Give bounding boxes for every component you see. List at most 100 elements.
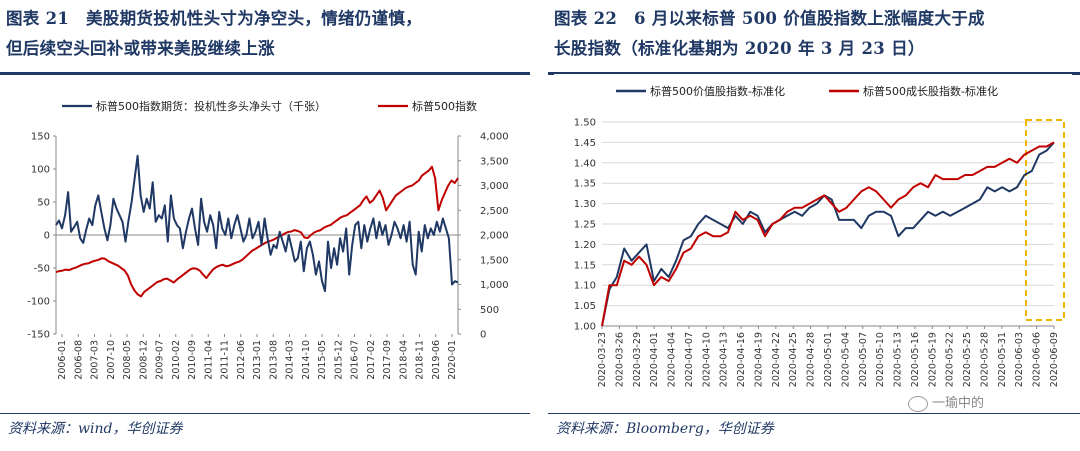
source-divider	[0, 413, 530, 414]
x-tick-label: 2020-04-25	[788, 332, 799, 387]
x-tick-label: 2008-12	[138, 340, 149, 380]
y-left-tick-label: -150	[27, 330, 50, 341]
y-tick-label: 1.25	[574, 220, 596, 231]
x-tick-label: 2020-06-03	[1014, 332, 1025, 387]
x-tick-label: 2011-11	[220, 340, 231, 380]
chart-22-title-line1: 图表 22 6 月以来标普 500 价值股指数上涨幅度大于成	[554, 9, 985, 28]
x-tick-label: 2006-01	[57, 340, 68, 380]
x-tick-label: 2020-03-23	[597, 332, 608, 387]
x-tick-label: 2014-10	[301, 340, 312, 380]
y-left-tick-label: 0	[44, 231, 50, 242]
chart-21: 标普500指数期货：投机性多头净头寸（千张） 标普500指数 -150 -100 -50…	[8, 84, 520, 406]
x-tick-label: 2015-12	[333, 340, 344, 380]
series-line-growth	[601, 141, 1055, 327]
chart-21-title: 图表 21 美股期货投机性头寸为净空头，情绪仍谨慎， 但后续空头回补或带来美股继…	[6, 4, 524, 64]
right-panel: 图表 22 6 月以来标普 500 价值股指数上涨幅度大于成 长股指数（标准化基…	[548, 0, 1080, 451]
x-tick-label: 2020-05-31	[997, 332, 1008, 387]
y-left-tick-label: 50	[37, 198, 50, 209]
y-right-tick-label: 4,000	[480, 132, 509, 143]
x-tick-label: 2019-06	[431, 340, 442, 380]
y-tick-label: 1.35	[574, 179, 596, 190]
x-tick-label: 2018-11	[415, 340, 426, 380]
x-tick-label: 2007-03	[90, 340, 101, 380]
x-tick-label: 2020-05-19	[927, 332, 938, 387]
y-right-tick-label: 2,500	[480, 206, 509, 217]
x-tick-label: 2020-05-01	[823, 332, 834, 387]
y-right-tick-label: 1,500	[480, 255, 509, 266]
chart-22-title-line2: 长股指数（标准化基期为 2020 年 3 月 23 日）	[554, 39, 925, 58]
watermark: 一瑜中的	[908, 392, 984, 412]
y-left-tick-label: 100	[31, 165, 50, 176]
x-tick-label: 2017-09	[382, 340, 393, 380]
series-line-positions	[55, 154, 459, 293]
x-tick-label: 2020-04-19	[753, 332, 764, 387]
y-right-tick-label: 2,000	[480, 231, 509, 242]
y-tick-label: 1.10	[574, 281, 596, 292]
x-tick-label: 2020-01	[447, 340, 458, 380]
x-tick-label: 2020-03-29	[632, 332, 643, 387]
left-panel: 图表 21 美股期货投机性头寸为净空头，情绪仍谨慎， 但后续空头回补或带来美股继…	[0, 0, 530, 451]
x-tick-label: 2010-02	[171, 340, 182, 380]
x-tick-label: 2020-04-01	[649, 332, 660, 387]
x-tick-label: 2006-08	[73, 340, 84, 380]
x-tick-label: 2020-03-26	[614, 332, 625, 387]
x-tick-label: 2020-05-04	[840, 332, 851, 387]
chart-21-title-line1: 图表 21 美股期货投机性头寸为净空头，情绪仍谨慎，	[6, 9, 423, 28]
x-tick-label: 2020-05-28	[979, 332, 990, 387]
x-tick-label: 2020-04-16	[736, 332, 747, 387]
legend-label-growth: 标普500成长股指数-标准化	[863, 84, 998, 98]
x-tick-label: 2020-06-06	[1032, 332, 1043, 387]
source-divider	[548, 413, 1080, 414]
x-tick-label: 2020-05-07	[858, 332, 869, 387]
y-tick-label: 1.40	[574, 158, 596, 169]
x-tick-label: 2020-05-10	[875, 332, 886, 387]
y-tick-label: 1.15	[574, 260, 596, 271]
x-tick-label: 2020-04-22	[771, 332, 782, 387]
chart-22-source: 资料来源：Bloomberg，华创证券	[556, 421, 774, 437]
y-left-tick-label: 150	[31, 132, 50, 143]
y-tick-label: 1.30	[574, 199, 596, 210]
chart-21-title-line2: 但后续空头回补或带来美股继续上涨	[6, 39, 275, 58]
y-tick-label: 1.20	[574, 240, 596, 251]
chart-21-source: 资料来源：wind，华创证券	[8, 421, 183, 437]
y-tick-label: 1.00	[574, 322, 596, 333]
x-tick-label: 2020-04-28	[806, 332, 817, 387]
y-right-tick-label: 0	[480, 330, 486, 341]
title-divider	[0, 72, 530, 75]
x-tick-label: 2020-05-13	[893, 332, 904, 387]
x-tick-label: 2010-09	[187, 340, 198, 380]
x-tick-label: 2012-06	[236, 340, 247, 380]
y-tick-label: 1.05	[574, 301, 596, 312]
series-line-sp500	[55, 165, 459, 298]
highlight-box	[1025, 119, 1065, 321]
x-tick-label: 2020-04-10	[701, 332, 712, 387]
x-tick-label: 2020-05-16	[910, 332, 921, 387]
y-left-tick-label: -50	[34, 264, 50, 275]
x-tick-label: 2017-02	[366, 340, 377, 380]
chart-21-svg: 标普500指数期货：投机性多头净头寸（千张） 标普500指数 -150 -100 -50…	[27, 99, 509, 380]
legend-label-positions: 标普500指数期货：投机性多头净头寸（千张）	[96, 99, 326, 113]
x-tick-label: 2020-04-13	[719, 332, 730, 387]
x-tick-label: 2011-04	[203, 340, 214, 380]
y-right-tick-label: 3,000	[480, 181, 509, 192]
y-right-tick-label: 3,500	[480, 156, 509, 167]
x-tick-label: 2013-01	[252, 340, 263, 380]
chart-22-title: 图表 22 6 月以来标普 500 价值股指数上涨幅度大于成 长股指数（标准化基…	[554, 4, 1074, 64]
title-divider	[548, 72, 1080, 75]
y-right-tick-label: 500	[480, 305, 499, 316]
series-line-value	[601, 141, 1055, 327]
y-left-tick-label: -100	[27, 297, 50, 308]
x-tick-label: 2009-07	[155, 340, 166, 380]
y-tick-label: 1.45	[574, 138, 596, 149]
chart-22-svg: 标普500价值股指数-标准化 标普500成长股指数-标准化 1.00 1.05 1.10…	[574, 84, 1065, 387]
x-tick-label: 2014-03	[285, 340, 296, 380]
x-tick-label: 2007-10	[106, 340, 117, 380]
y-right-tick-label: 1,000	[480, 280, 509, 291]
legend-label-sp500: 标普500指数	[412, 99, 477, 113]
x-tick-label: 2008-05	[122, 340, 133, 380]
watermark-text: 一瑜中的	[932, 396, 985, 411]
x-tick-label: 2020-06-09	[1049, 332, 1060, 387]
chart-22: 标普500价值股指数-标准化 标普500成长股指数-标准化 1.00 1.05 1.10…	[554, 74, 1072, 406]
legend-label-value: 标普500价值股指数-标准化	[650, 84, 785, 98]
x-tick-label: 2020-05-22	[945, 332, 956, 387]
